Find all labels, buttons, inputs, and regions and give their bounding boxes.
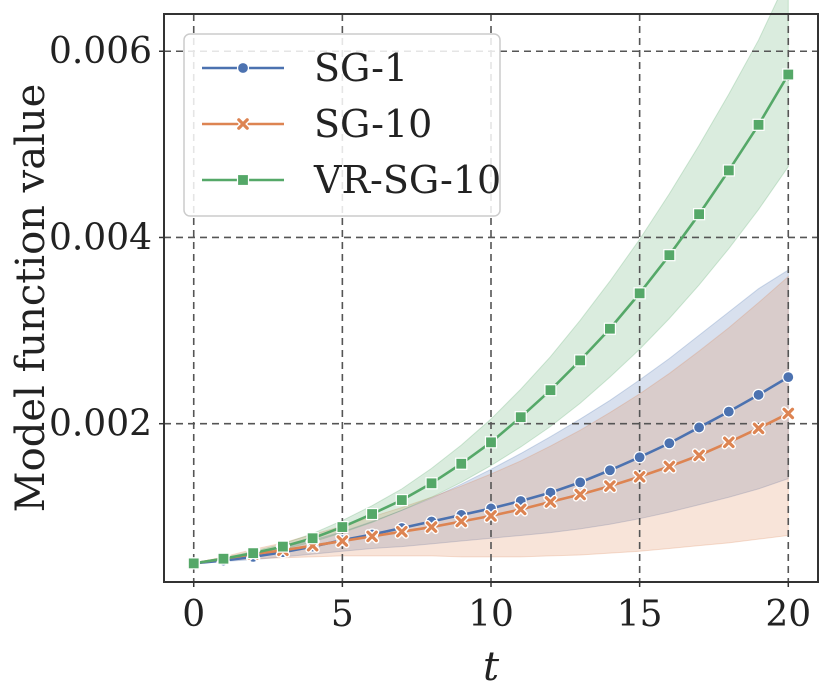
data-point	[603, 464, 617, 477]
data-point	[236, 61, 250, 75]
confidence-band	[193, 275, 789, 564]
data-point	[236, 173, 250, 187]
data-point	[544, 384, 557, 397]
data-point	[691, 448, 707, 463]
legend-item: SG-1	[202, 46, 408, 90]
data-point	[247, 547, 260, 560]
data-point	[364, 529, 380, 544]
data-point	[663, 437, 676, 450]
x-marker-stroke	[604, 480, 616, 492]
x-marker-stroke	[237, 118, 249, 130]
y-axis-ticks: 0.002 0.004 0.006	[49, 31, 164, 445]
data-point	[782, 68, 795, 81]
x-marker-stroke	[752, 422, 765, 435]
data-point	[483, 508, 499, 524]
data-point	[722, 164, 735, 177]
data-point	[692, 421, 706, 434]
legend-item: VR-SG-10	[202, 158, 501, 202]
x-marker-stroke	[514, 503, 527, 516]
y-tick-label: 0.004	[49, 217, 152, 258]
x-marker-stroke	[663, 460, 676, 473]
data-point	[782, 371, 795, 384]
series-markers	[186, 68, 796, 571]
x-tick-label: 20	[765, 594, 811, 635]
data-point	[235, 116, 251, 132]
x-marker-stroke	[693, 449, 705, 462]
x-tick-label: 10	[468, 594, 514, 635]
legend-label: SG-1	[314, 46, 408, 90]
data-point	[336, 520, 349, 534]
data-point	[781, 406, 796, 421]
x-axis-ticks: 0 5 10 15 20	[182, 582, 811, 635]
data-point	[603, 322, 617, 335]
data-point	[752, 118, 765, 131]
data-point	[513, 502, 528, 517]
y-axis-label: Model function value	[8, 84, 54, 513]
data-point	[721, 435, 737, 450]
x-marker-stroke	[336, 535, 349, 547]
data-point	[454, 514, 469, 529]
y-tick-label: 0.002	[49, 404, 152, 445]
legend: SG-1 SG-10 VR-SG-10	[183, 33, 501, 217]
data-point	[543, 494, 558, 510]
data-point	[306, 532, 319, 545]
x-marker-stroke	[455, 515, 468, 528]
data-point	[394, 524, 410, 539]
data-point	[484, 436, 498, 449]
data-point	[572, 487, 588, 502]
data-point	[187, 557, 200, 570]
x-marker-stroke	[485, 510, 497, 522]
x-marker-stroke	[396, 525, 408, 538]
data-point	[574, 476, 587, 489]
legend-label: VR-SG-10	[313, 158, 501, 202]
data-point	[633, 451, 646, 464]
data-point	[663, 249, 676, 262]
x-tick-label: 5	[331, 594, 354, 635]
data-point	[514, 411, 527, 424]
data-point	[574, 354, 587, 367]
data-point	[633, 287, 646, 300]
x-tick-label: 15	[617, 594, 663, 635]
x-marker-stroke	[782, 407, 795, 420]
data-point	[365, 507, 379, 521]
data-point	[424, 519, 439, 535]
data-point	[217, 552, 230, 565]
legend-label: SG-10	[314, 102, 432, 146]
data-point	[455, 457, 468, 470]
data-point	[752, 388, 765, 401]
x-marker-stroke	[633, 470, 646, 483]
legend-box	[183, 33, 501, 217]
data-point	[335, 533, 350, 549]
data-point	[692, 208, 706, 221]
data-point	[662, 459, 677, 474]
data-point	[276, 540, 290, 553]
x-marker-stroke	[723, 436, 735, 449]
data-point	[425, 477, 438, 490]
data-point	[632, 469, 647, 484]
data-point	[751, 421, 766, 436]
legend-item: SG-10	[202, 102, 432, 146]
x-tick-label: 0	[182, 594, 205, 635]
x-marker-stroke	[425, 521, 438, 533]
x-axis-label: t	[483, 644, 500, 690]
x-marker-stroke	[574, 488, 586, 501]
data-point	[722, 405, 735, 418]
x-marker-stroke	[544, 496, 557, 508]
data-point	[395, 493, 408, 507]
data-point	[602, 478, 618, 494]
y-tick-label: 0.006	[49, 31, 152, 72]
x-marker-stroke	[366, 530, 378, 543]
